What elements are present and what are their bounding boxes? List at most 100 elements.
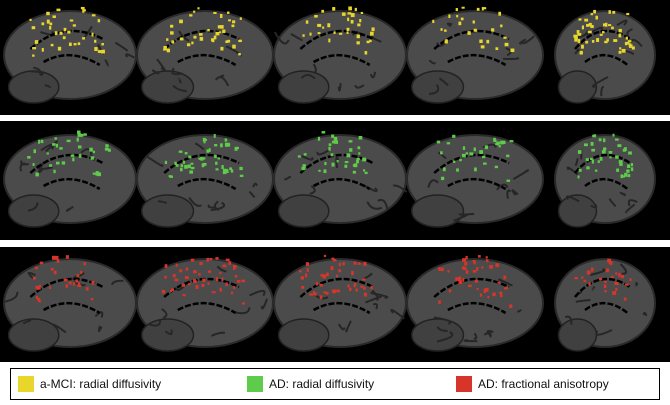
highlight-voxel <box>76 137 79 142</box>
highlight-voxel <box>219 287 222 292</box>
highlight-voxel <box>317 136 321 141</box>
brain-slice <box>136 257 274 352</box>
highlight-voxel <box>362 278 366 281</box>
highlight-voxel <box>461 266 466 269</box>
highlight-voxel <box>301 166 306 171</box>
highlight-voxel <box>201 157 206 160</box>
highlight-voxel <box>192 279 197 282</box>
sulcus <box>473 332 478 340</box>
highlight-voxel <box>588 282 591 286</box>
highlight-voxel <box>82 37 85 40</box>
highlight-voxel <box>49 22 53 26</box>
highlight-voxel <box>336 289 340 293</box>
highlight-voxel <box>77 42 81 46</box>
highlight-voxel <box>472 20 475 24</box>
highlight-voxel <box>498 11 502 16</box>
highlight-voxel <box>59 147 63 150</box>
highlight-voxel <box>190 258 195 262</box>
highlight-voxel <box>627 174 631 178</box>
legend-label: AD: fractional anisotropy <box>478 377 609 391</box>
highlight-voxel <box>591 148 595 152</box>
highlight-voxel <box>485 259 489 263</box>
highlight-voxel <box>182 160 186 164</box>
highlight-voxel <box>171 288 175 292</box>
highlight-voxel <box>357 146 361 150</box>
highlight-voxel <box>299 270 302 273</box>
sulcus <box>506 189 512 199</box>
highlight-voxel <box>590 267 594 272</box>
highlight-voxel <box>37 298 41 301</box>
highlight-voxel <box>442 167 446 172</box>
cerebellum <box>557 70 598 104</box>
sulcus <box>157 200 168 204</box>
highlight-voxel <box>332 258 337 262</box>
highlight-voxel <box>231 24 235 28</box>
highlight-voxel <box>215 257 219 260</box>
highlight-voxel <box>452 134 456 138</box>
highlight-voxel <box>323 254 327 258</box>
highlight-voxel <box>609 261 613 265</box>
brain-slice <box>136 134 274 228</box>
highlight-voxel <box>191 41 194 45</box>
sulcus <box>519 38 527 45</box>
highlight-voxel <box>577 150 582 154</box>
highlight-voxel <box>504 42 509 47</box>
highlight-voxel <box>440 176 445 181</box>
highlight-voxel <box>348 140 353 143</box>
highlight-voxel <box>309 32 312 36</box>
highlight-voxel <box>432 19 435 24</box>
highlight-voxel <box>69 19 74 22</box>
highlight-voxel <box>624 283 629 286</box>
sulcus <box>463 339 478 343</box>
highlight-voxel <box>169 175 173 178</box>
sulcus <box>40 143 54 152</box>
sulcus <box>20 160 29 166</box>
highlight-voxel <box>219 31 222 34</box>
highlight-voxel <box>164 275 167 279</box>
sulcus <box>125 53 135 59</box>
highlight-voxel <box>324 161 327 166</box>
highlight-voxel <box>39 261 44 265</box>
highlight-voxel <box>615 155 619 159</box>
highlight-voxel <box>163 45 167 49</box>
sulcus <box>439 77 449 87</box>
highlight-voxel <box>510 48 515 53</box>
legend-label: a-MCI: radial diffusivity <box>40 377 161 391</box>
sulcus <box>629 39 643 48</box>
highlight-voxel <box>459 158 462 162</box>
brain-slice <box>3 255 137 352</box>
sulcus <box>316 148 330 156</box>
highlight-voxel <box>208 148 211 152</box>
sulcus <box>574 158 579 167</box>
highlight-voxel <box>590 157 593 161</box>
sulcus <box>37 162 45 174</box>
sulcus <box>521 35 535 45</box>
sulcus <box>22 319 32 325</box>
highlight-voxel <box>193 10 196 13</box>
highlight-voxel <box>179 167 183 172</box>
highlight-voxel <box>497 143 500 146</box>
highlight-voxel <box>455 8 458 12</box>
highlight-voxel <box>500 24 503 28</box>
highlight-voxel <box>336 160 339 163</box>
highlight-voxel <box>366 40 370 44</box>
highlight-voxel <box>179 19 183 24</box>
highlight-voxel <box>625 36 628 40</box>
sulcus <box>164 329 173 336</box>
highlight-voxel <box>342 262 345 266</box>
highlight-voxel <box>447 269 450 273</box>
highlight-voxel <box>224 138 228 142</box>
skeleton <box>299 29 374 67</box>
highlight-voxel <box>618 33 622 38</box>
highlight-voxel <box>190 166 195 170</box>
highlight-voxel <box>54 137 57 140</box>
highlight-voxel <box>594 169 598 172</box>
sulcus <box>284 175 292 181</box>
highlight-voxel <box>107 148 111 152</box>
highlight-voxel <box>222 168 227 173</box>
highlight-voxel <box>509 304 513 308</box>
highlight-voxel <box>347 17 350 22</box>
highlight-voxel <box>356 157 360 161</box>
sulcus <box>634 281 639 287</box>
highlight-voxel <box>588 22 592 27</box>
